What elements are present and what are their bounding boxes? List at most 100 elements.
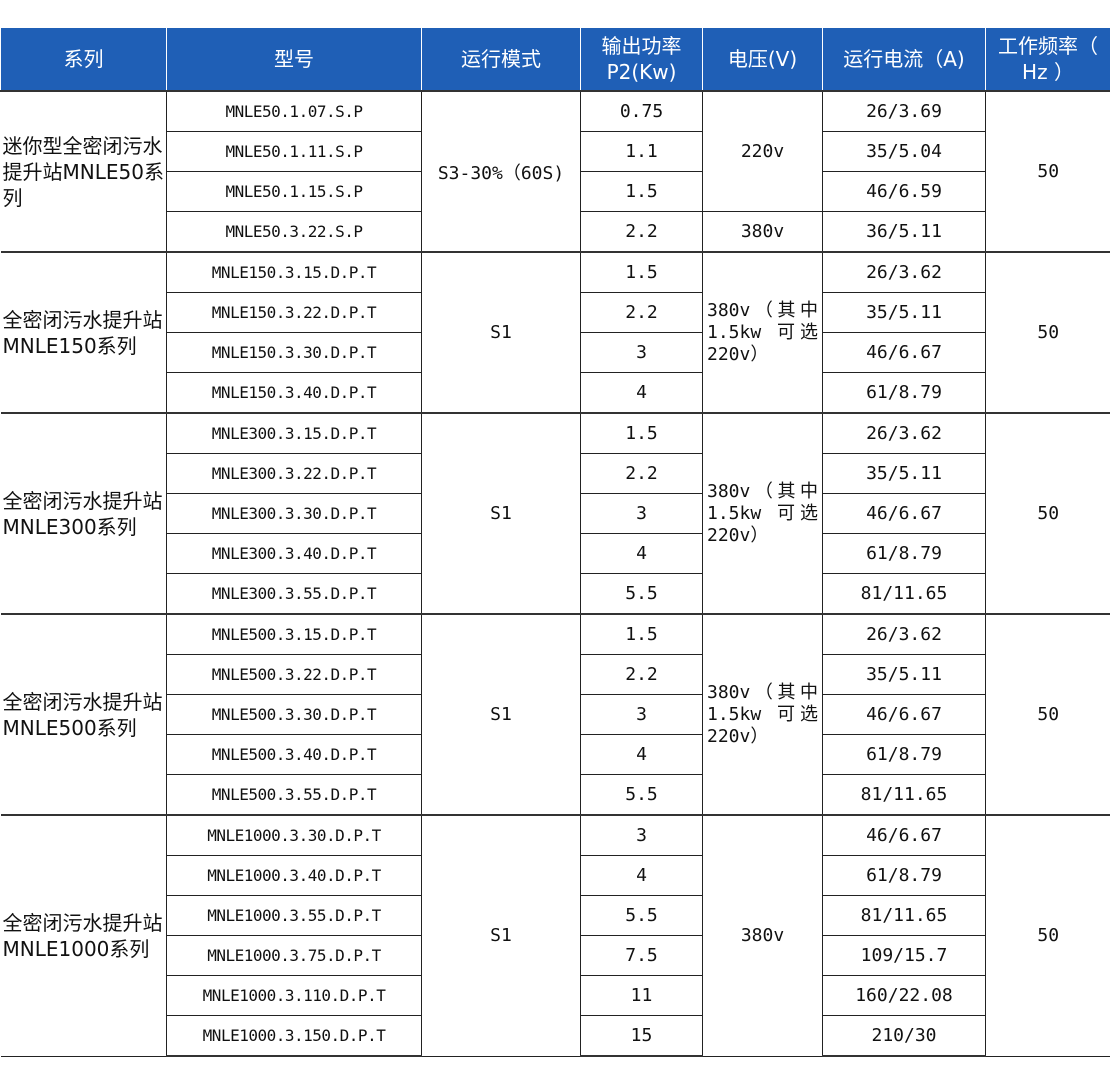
table-row: 全密闭污水提升站MNLE500系列 MNLE500.3.15.D.P.T S1 1.5… <box>0 613 1110 816</box>
table-row: MNLE1000.3.40.D.P.T 4 61/8.79 <box>1 855 1110 896</box>
table-row: 全密闭污水提升站MNLE300系列 MNLE300.3.15.D.P.T S1 1.5… <box>0 412 1110 615</box>
model-cell: MNLE150.3.15.D.P.T <box>166 251 422 293</box>
table-body: 迷你型全密闭污水提升站MNLE50系列 MNLE50.1.07.S.P S3-30%… <box>0 90 1110 1057</box>
power-cell: 1.5 <box>580 171 703 212</box>
power-cell: 5.5 <box>580 895 703 936</box>
current-cell: 61/8.79 <box>822 533 986 574</box>
power-cell: 4 <box>580 734 703 775</box>
current-cell: 46/6.67 <box>822 493 986 534</box>
series-cell: 全密闭污水提升站MNLE500系列 <box>0 613 167 816</box>
table-row: MNLE1000.3.150.D.P.T 15 210/30 <box>1 1015 1110 1057</box>
table-row: MNLE50.3.22.S.P 2.2 380v 36/5.11 <box>1 211 1110 253</box>
model-cell: MNLE500.3.40.D.P.T <box>166 734 422 775</box>
current-cell: 35/5.11 <box>822 453 986 494</box>
power-cell: 1.5 <box>580 251 703 293</box>
table-row: MNLE500.3.22.D.P.T 2.2 35/5.11 <box>1 654 1110 695</box>
power-cell: 1.1 <box>580 131 703 172</box>
model-cell: MNLE500.3.55.D.P.T <box>166 774 422 816</box>
series-cell: 全密闭污水提升站MNLE300系列 <box>0 412 167 615</box>
table-row: MNLE300.3.55.D.P.T 5.5 81/11.65 <box>1 573 1110 615</box>
model-cell: MNLE150.3.30.D.P.T <box>166 332 422 373</box>
model-cell: MNLE50.3.22.S.P <box>166 211 422 253</box>
model-cell: MNLE1000.3.150.D.P.T <box>166 1015 422 1057</box>
voltage-cell: 380v（其中 1.5kw 可选 220v） <box>702 412 823 615</box>
model-cell: MNLE500.3.30.D.P.T <box>166 694 422 735</box>
frequency-cell: 50 <box>985 613 1110 816</box>
model-cell: MNLE1000.3.55.D.P.T <box>166 895 422 936</box>
power-cell: 5.5 <box>580 573 703 615</box>
header-row: 系列 型号 运行模式 输出功率P2(Kw) 电压(V) 运行电流（A) 工作频率… <box>0 27 1110 92</box>
current-cell: 81/11.65 <box>822 895 986 936</box>
current-cell: 46/6.67 <box>822 694 986 735</box>
header-voltage: 电压(V) <box>702 27 823 92</box>
power-cell: 3 <box>580 694 703 735</box>
frequency-cell: 50 <box>985 412 1110 615</box>
current-cell: 46/6.67 <box>822 814 986 856</box>
table-row: MNLE50.1.11.S.P 1.1 35/5.04 <box>1 131 1110 172</box>
voltage-cell: 380v <box>702 211 823 253</box>
power-cell: 3 <box>580 814 703 856</box>
frequency-cell: 50 <box>985 251 1110 414</box>
header-series: 系列 <box>0 27 167 92</box>
voltage-cell: 380v（其中 1.5kw 可选 220v） <box>702 251 823 414</box>
series-cell: 全密闭污水提升站MNLE1000系列 <box>0 814 167 1057</box>
table-row: 迷你型全密闭污水提升站MNLE50系列 MNLE50.1.07.S.P S3-30%… <box>0 90 1110 253</box>
mode-cell: S1 <box>421 412 581 615</box>
current-cell: 35/5.11 <box>822 292 986 333</box>
model-cell: MNLE1000.3.110.D.P.T <box>166 975 422 1016</box>
mode-cell: S1 <box>421 814 581 1057</box>
power-cell: 1.5 <box>580 613 703 655</box>
model-cell: MNLE500.3.22.D.P.T <box>166 654 422 695</box>
current-cell: 36/5.11 <box>822 211 986 253</box>
table-row: MNLE150.3.30.D.P.T 3 46/6.67 <box>1 332 1110 373</box>
model-cell: MNLE300.3.40.D.P.T <box>166 533 422 574</box>
current-cell: 81/11.65 <box>822 774 986 816</box>
model-cell: MNLE1000.3.30.D.P.T <box>166 814 422 856</box>
header-model: 型号 <box>166 27 422 92</box>
current-cell: 61/8.79 <box>822 855 986 896</box>
table-row: MNLE300.3.22.D.P.T 2.2 35/5.11 <box>1 453 1110 494</box>
power-cell: 2.2 <box>580 292 703 333</box>
table-row: 全密闭污水提升站MNLE150系列 MNLE150.3.15.D.P.T S1 1.5… <box>0 251 1110 414</box>
model-cell: MNLE150.3.40.D.P.T <box>166 372 422 414</box>
model-cell: MNLE300.3.30.D.P.T <box>166 493 422 534</box>
frequency-cell: 50 <box>985 90 1110 253</box>
power-cell: 7.5 <box>580 935 703 976</box>
power-cell: 1.5 <box>580 412 703 454</box>
table-row: MNLE1000.3.55.D.P.T 5.5 81/11.65 <box>1 895 1110 936</box>
model-cell: MNLE50.1.07.S.P <box>166 90 422 132</box>
current-cell: 81/11.65 <box>822 573 986 615</box>
table-row: MNLE50.1.15.S.P 1.5 46/6.59 <box>1 171 1110 212</box>
voltage-cell: 380v（其中 1.5kw 可选 220v） <box>702 613 823 816</box>
power-cell: 4 <box>580 372 703 414</box>
header-current: 运行电流（A) <box>822 27 986 92</box>
table-row: MNLE150.3.22.D.P.T 2.2 35/5.11 <box>1 292 1110 333</box>
power-cell: 3 <box>580 493 703 534</box>
model-cell: MNLE150.3.22.D.P.T <box>166 292 422 333</box>
voltage-cell: 220v <box>702 90 823 212</box>
table-row: 全密闭污水提升站MNLE1000系列 MNLE1000.3.30.D.P.T S1 3… <box>0 814 1110 1057</box>
current-cell: 61/8.79 <box>822 734 986 775</box>
power-cell: 2.2 <box>580 211 703 253</box>
mode-cell: S3-30%（60S) <box>421 90 581 253</box>
power-cell: 15 <box>580 1015 703 1057</box>
current-cell: 46/6.59 <box>822 171 986 212</box>
header-power: 输出功率P2(Kw) <box>580 27 703 92</box>
table-row: MNLE1000.3.110.D.P.T 11 160/22.08 <box>1 975 1110 1016</box>
model-cell: MNLE300.3.22.D.P.T <box>166 453 422 494</box>
power-cell: 0.75 <box>580 90 703 132</box>
power-cell: 3 <box>580 332 703 373</box>
frequency-cell: 50 <box>985 814 1110 1057</box>
model-cell: MNLE50.1.11.S.P <box>166 131 422 172</box>
table-row: MNLE500.3.55.D.P.T 5.5 81/11.65 <box>1 774 1110 816</box>
current-cell: 26/3.69 <box>822 90 986 132</box>
current-cell: 26/3.62 <box>822 613 986 655</box>
table-row: MNLE150.3.40.D.P.T 4 61/8.79 <box>1 372 1110 414</box>
power-cell: 11 <box>580 975 703 1016</box>
current-cell: 26/3.62 <box>822 251 986 293</box>
spec-table: 系列 型号 运行模式 输出功率P2(Kw) 电压(V) 运行电流（A) 工作频率… <box>0 27 1110 1057</box>
model-cell: MNLE50.1.15.S.P <box>166 171 422 212</box>
header-mode: 运行模式 <box>421 27 581 92</box>
model-cell: MNLE300.3.55.D.P.T <box>166 573 422 615</box>
model-cell: MNLE1000.3.40.D.P.T <box>166 855 422 896</box>
